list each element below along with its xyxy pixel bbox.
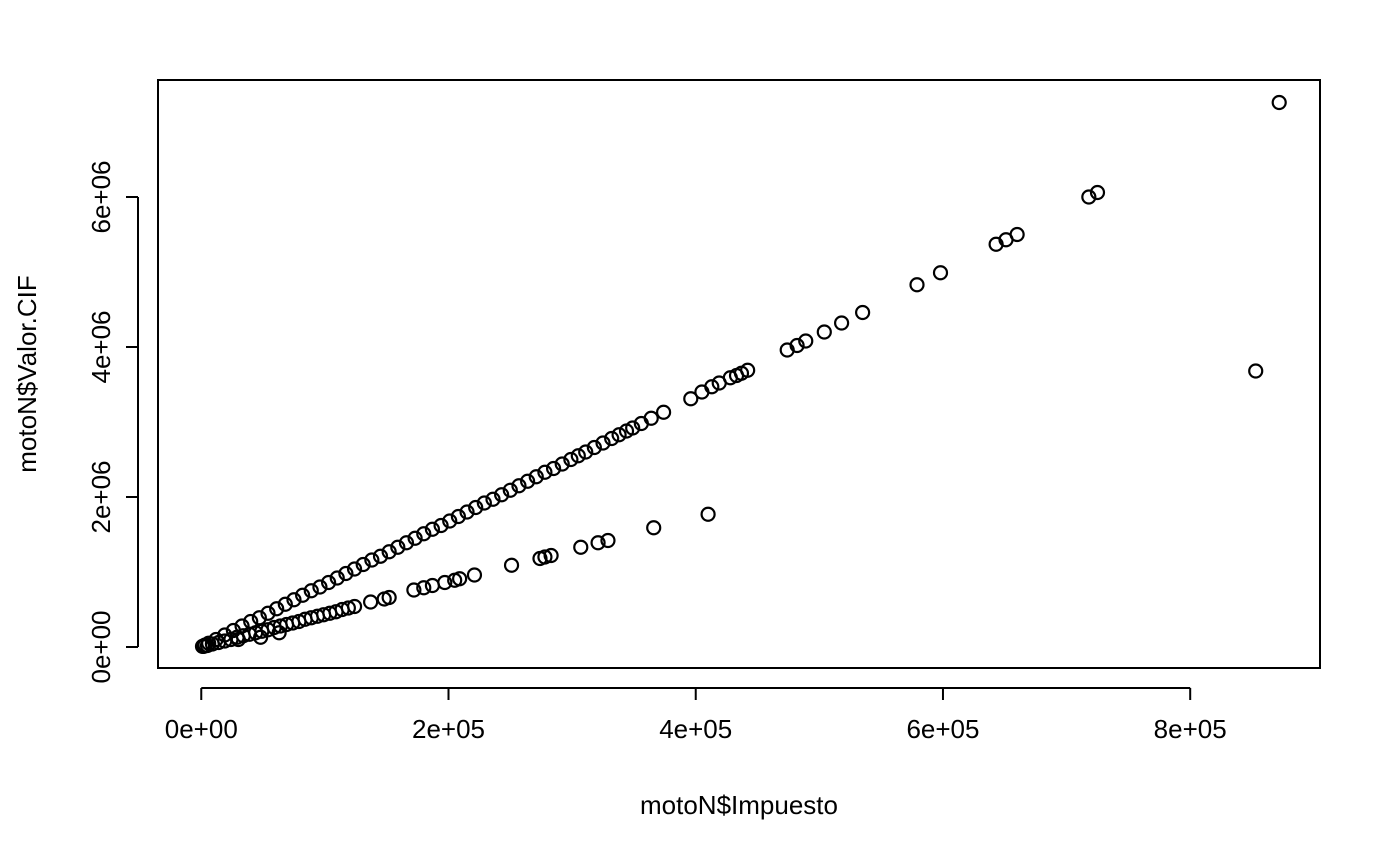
- scatter-point: [600, 532, 616, 549]
- scatter-point: [346, 561, 363, 577]
- scatter-point: [554, 456, 570, 472]
- scatter-point: [363, 594, 379, 610]
- scatter-point: [442, 513, 458, 529]
- scatter-point: [611, 427, 627, 443]
- scatter-point: [355, 556, 371, 573]
- scatter-point: [271, 625, 287, 641]
- scatter-point: [570, 448, 586, 464]
- scatter-point: [520, 473, 536, 489]
- scatter-point: [312, 579, 328, 595]
- scatter-point: [633, 415, 649, 432]
- scatter-point: [494, 487, 510, 503]
- scatter-point: [563, 451, 579, 468]
- scatter-point: [485, 491, 501, 507]
- scatter-point: [1248, 363, 1264, 379]
- scatter-point: [364, 552, 380, 568]
- scatter-point: [502, 482, 518, 498]
- scatter-point: [476, 495, 492, 511]
- scatter-point: [988, 236, 1004, 252]
- axes-layer: 0e+00 2e+05 4e+05 6e+05 8e+05 0e+00 2e+06 4e+06…: [86, 79, 1321, 744]
- scatter-point: [909, 277, 925, 293]
- scatter-point: [303, 583, 319, 599]
- scatter-point: [407, 530, 423, 546]
- scatter-point: [503, 557, 520, 573]
- scatter-point: [277, 596, 293, 612]
- y-tick-label: 6e+06: [86, 160, 116, 233]
- scatter-point: [424, 577, 441, 594]
- scatter-point: [700, 506, 716, 522]
- scatter-point: [537, 464, 553, 480]
- scatter-point: [578, 444, 594, 460]
- scatter-point: [466, 567, 483, 583]
- scatter-point: [528, 469, 544, 485]
- x-tick-label: 8e+05: [1154, 714, 1227, 744]
- scatter-point: [655, 404, 672, 420]
- scatter-point: [1089, 184, 1106, 201]
- x-tick-label: 6e+05: [906, 714, 979, 744]
- scatter-point: [618, 423, 635, 439]
- scatter-point: [295, 587, 311, 603]
- scatter-point: [1271, 94, 1287, 111]
- scatter-point: [230, 631, 246, 648]
- scatter-point: [590, 535, 606, 551]
- scatter-point: [711, 375, 727, 391]
- scatter-point: [834, 315, 850, 331]
- scatter-point: [286, 592, 302, 608]
- scatter-point: [1081, 189, 1097, 205]
- scatter-point: [604, 430, 620, 447]
- plot-frame: [157, 79, 1321, 669]
- scatter-point: [381, 544, 397, 560]
- scatter-point: [646, 520, 662, 536]
- scatter-point: [338, 565, 354, 582]
- scatter-point: [595, 435, 611, 451]
- scatter-point: [450, 508, 466, 525]
- scatter-point: [532, 550, 548, 567]
- scatter-point: [447, 572, 463, 588]
- scatter-point: [468, 499, 484, 516]
- x-tick-label: 4e+05: [659, 714, 732, 744]
- scatter-point: [855, 304, 871, 321]
- y-axis-label: motoN$Valor.CIF: [12, 275, 42, 472]
- scatter-point: [196, 638, 212, 655]
- scatter-point: [779, 342, 795, 358]
- scatter-point: [586, 439, 602, 456]
- y-tick-label: 0e+00: [86, 610, 116, 683]
- scatter-point: [260, 605, 276, 621]
- scatter-point: [683, 391, 699, 407]
- scatter-point: [424, 521, 441, 537]
- scatter-point: [320, 574, 337, 591]
- y-tick-label: 4e+06: [86, 310, 116, 383]
- scatter-point: [694, 384, 710, 400]
- scatter-point: [376, 591, 392, 607]
- scatter-point: [398, 535, 415, 551]
- x-axis-label: motoN$Impuesto: [640, 790, 838, 820]
- scatter-point: [433, 517, 449, 534]
- x-tick-label: 0e+00: [165, 714, 238, 744]
- scatter-point: [253, 629, 269, 645]
- scatter-point: [416, 580, 432, 596]
- scatter-point: [573, 539, 589, 555]
- scatter-point: [798, 333, 814, 349]
- scatter-point: [816, 324, 832, 340]
- scatter-point: [511, 478, 527, 494]
- scatter-point: [932, 265, 949, 281]
- scatter-point: [406, 582, 422, 598]
- scatter-point: [329, 570, 345, 586]
- y-tick-label: 2e+06: [86, 460, 116, 533]
- scatter-point: [372, 548, 389, 564]
- scatter-point: [269, 601, 285, 617]
- scatter-point: [390, 539, 406, 555]
- scatter-point: [416, 526, 432, 542]
- point-layer: [194, 94, 1287, 655]
- scatter-point: [459, 504, 475, 520]
- scatter-point: [545, 460, 562, 477]
- x-tick-label: 2e+05: [412, 714, 485, 744]
